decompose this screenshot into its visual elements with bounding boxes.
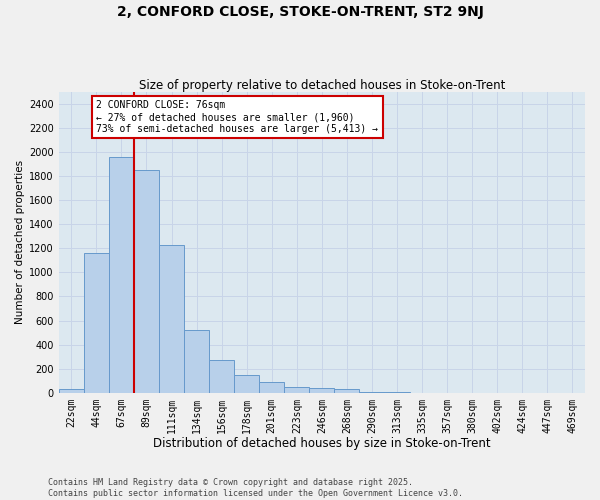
Bar — [159, 245, 184, 392]
Bar — [109, 157, 134, 392]
Bar — [134, 170, 159, 392]
X-axis label: Distribution of detached houses by size in Stoke-on-Trent: Distribution of detached houses by size … — [153, 437, 491, 450]
Bar — [234, 374, 259, 392]
Y-axis label: Number of detached properties: Number of detached properties — [15, 160, 25, 324]
Bar — [184, 330, 209, 392]
Bar — [84, 253, 109, 392]
Bar — [59, 389, 84, 392]
Title: Size of property relative to detached houses in Stoke-on-Trent: Size of property relative to detached ho… — [139, 79, 505, 92]
Bar — [334, 389, 359, 392]
Bar — [259, 382, 284, 392]
Text: 2 CONFORD CLOSE: 76sqm
← 27% of detached houses are smaller (1,960)
73% of semi-: 2 CONFORD CLOSE: 76sqm ← 27% of detached… — [97, 100, 379, 134]
Bar — [209, 360, 234, 392]
Bar — [284, 386, 310, 392]
Bar — [310, 388, 334, 392]
Text: Contains HM Land Registry data © Crown copyright and database right 2025.
Contai: Contains HM Land Registry data © Crown c… — [48, 478, 463, 498]
Text: 2, CONFORD CLOSE, STOKE-ON-TRENT, ST2 9NJ: 2, CONFORD CLOSE, STOKE-ON-TRENT, ST2 9N… — [116, 5, 484, 19]
